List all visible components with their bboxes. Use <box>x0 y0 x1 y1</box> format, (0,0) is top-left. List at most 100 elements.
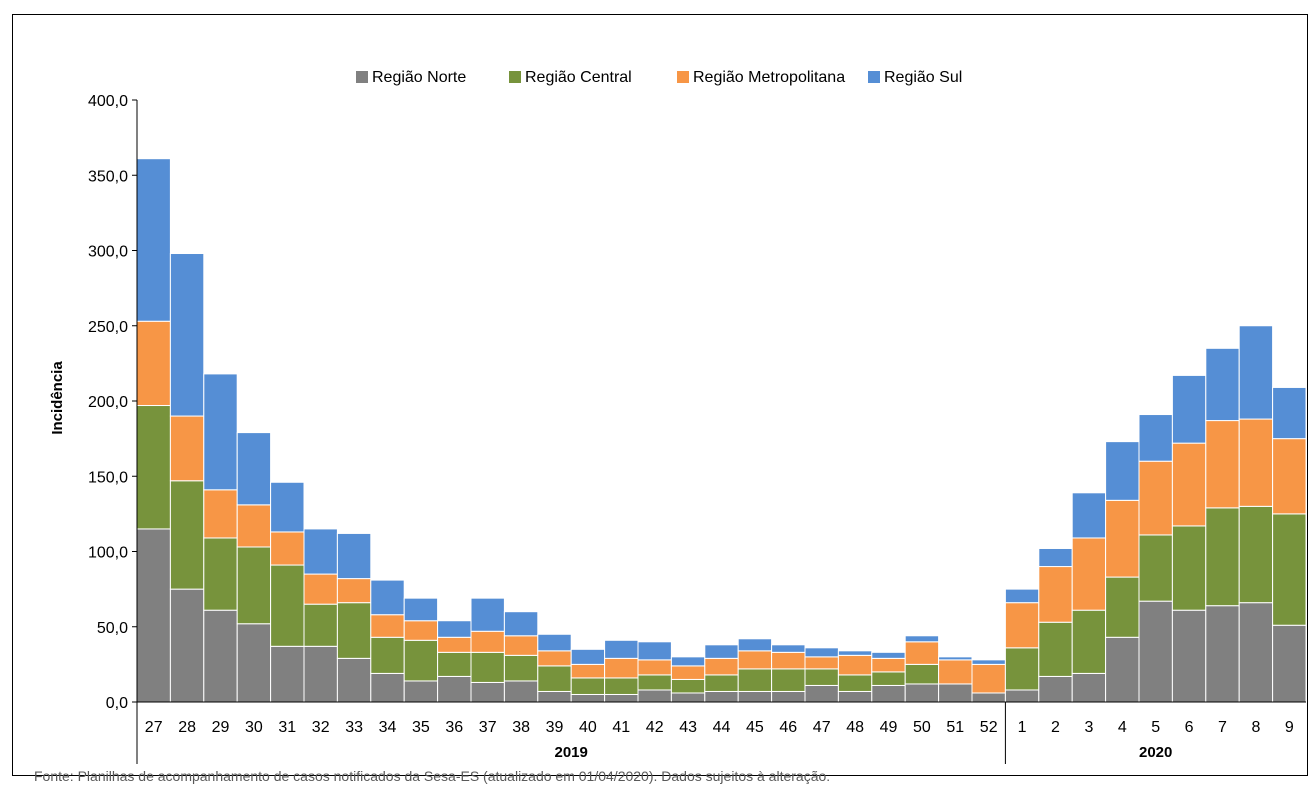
bar-segment <box>537 633 572 652</box>
y-tick-label: 50,0 <box>97 620 128 637</box>
bar-segment <box>670 656 706 667</box>
bar-segment <box>1138 600 1173 703</box>
x-tick-label: 33 <box>345 719 363 736</box>
bar-segment <box>236 504 272 548</box>
bars-group <box>136 158 1307 703</box>
bar-segment <box>1004 602 1040 649</box>
bar-segment <box>971 663 1006 694</box>
bar-segment <box>1205 420 1240 509</box>
bar-segment <box>871 671 906 686</box>
bar-segment <box>837 674 873 692</box>
bar-segment <box>503 611 539 637</box>
bar-segment <box>637 641 672 661</box>
x-tick-label: 3 <box>1084 719 1093 736</box>
bar-segment <box>370 636 405 674</box>
bar-segment <box>837 654 873 676</box>
bar-segment <box>871 651 906 659</box>
x-tick-label: 38 <box>512 719 530 736</box>
bar-segment <box>1205 347 1240 422</box>
bar-segment <box>570 693 606 703</box>
bar-segment <box>470 651 505 683</box>
y-tick-label: 150,0 <box>88 469 128 486</box>
bar-segment <box>203 537 238 611</box>
bar-segment <box>938 659 973 685</box>
bar-segment <box>1205 605 1240 703</box>
bar-segment <box>403 597 439 622</box>
bar-segment <box>437 636 472 653</box>
bar-segment <box>203 609 238 703</box>
legend-swatch <box>509 71 521 83</box>
bar-segment <box>336 578 372 604</box>
bar-segment <box>637 689 672 703</box>
bar-segment <box>403 620 439 641</box>
bar-segment <box>804 668 839 686</box>
bar-segment <box>771 690 806 703</box>
bar-segment <box>1038 621 1073 677</box>
bar-segment <box>1272 438 1307 515</box>
x-tick-label: 39 <box>546 719 564 736</box>
y-tick-label: 0,0 <box>106 695 128 712</box>
bar-segment <box>370 672 405 703</box>
bar-segment <box>704 690 739 703</box>
bar-segment <box>1105 636 1140 703</box>
bar-segment <box>737 668 773 692</box>
bar-segment <box>1272 624 1307 703</box>
bar-segment <box>1138 460 1173 536</box>
x-tick-label: 48 <box>846 719 864 736</box>
bar-segment <box>904 635 940 643</box>
bar-segment <box>837 690 873 703</box>
legend-label: Região Sul <box>884 69 962 86</box>
bar-segment <box>470 597 505 632</box>
bar-segment <box>771 651 806 670</box>
x-tick-label: 27 <box>145 719 163 736</box>
bar-segment <box>737 638 773 652</box>
bar-segment <box>1105 499 1140 578</box>
bar-segment <box>503 635 539 656</box>
bar-segment <box>771 668 806 692</box>
bar-segment <box>370 579 405 616</box>
bar-segment <box>1272 513 1307 626</box>
bar-segment <box>270 481 305 533</box>
x-tick-label: 40 <box>579 719 597 736</box>
bar-segment <box>1238 418 1274 507</box>
bar-segment <box>1272 386 1307 440</box>
bar-segment <box>236 546 272 625</box>
bar-segment <box>136 320 171 407</box>
bar-segment <box>136 528 171 703</box>
bar-segment <box>570 648 606 665</box>
bar-segment <box>704 644 739 659</box>
bar-segment <box>1138 414 1173 462</box>
y-axis-label: Incidência <box>49 361 66 435</box>
x-tick-label: 6 <box>1185 719 1194 736</box>
bar-segment <box>270 645 305 703</box>
bar-segment <box>303 573 338 605</box>
bar-segment <box>971 692 1006 703</box>
y-tick-label: 100,0 <box>88 545 128 562</box>
x-tick-label: 34 <box>379 719 397 736</box>
bar-segment <box>1105 576 1140 638</box>
x-tick-label: 41 <box>612 719 630 736</box>
bar-segment <box>604 657 639 679</box>
bar-segment <box>303 603 338 647</box>
x-tick-label: 32 <box>312 719 330 736</box>
year-group-label: 2019 <box>555 744 588 761</box>
bar-segment <box>1171 525 1207 611</box>
bar-segment <box>670 665 706 680</box>
bar-segment <box>336 532 372 580</box>
bar-segment <box>704 657 739 676</box>
y-tick-label: 200,0 <box>88 394 128 411</box>
bar-segment <box>670 678 706 694</box>
x-tick-label: 9 <box>1285 719 1294 736</box>
bar-segment <box>303 528 338 575</box>
x-tick-label: 42 <box>646 719 664 736</box>
bar-segment <box>637 674 672 691</box>
bar-segment <box>136 158 171 322</box>
legend-label: Região Metropolitana <box>693 69 845 86</box>
bar-segment <box>169 253 205 417</box>
bar-segment <box>1071 609 1107 674</box>
x-tick-label: 45 <box>746 719 764 736</box>
x-tick-label: 36 <box>445 719 463 736</box>
bar-segment <box>904 683 940 703</box>
x-tick-label: 7 <box>1218 719 1227 736</box>
bar-segment <box>1105 441 1140 501</box>
